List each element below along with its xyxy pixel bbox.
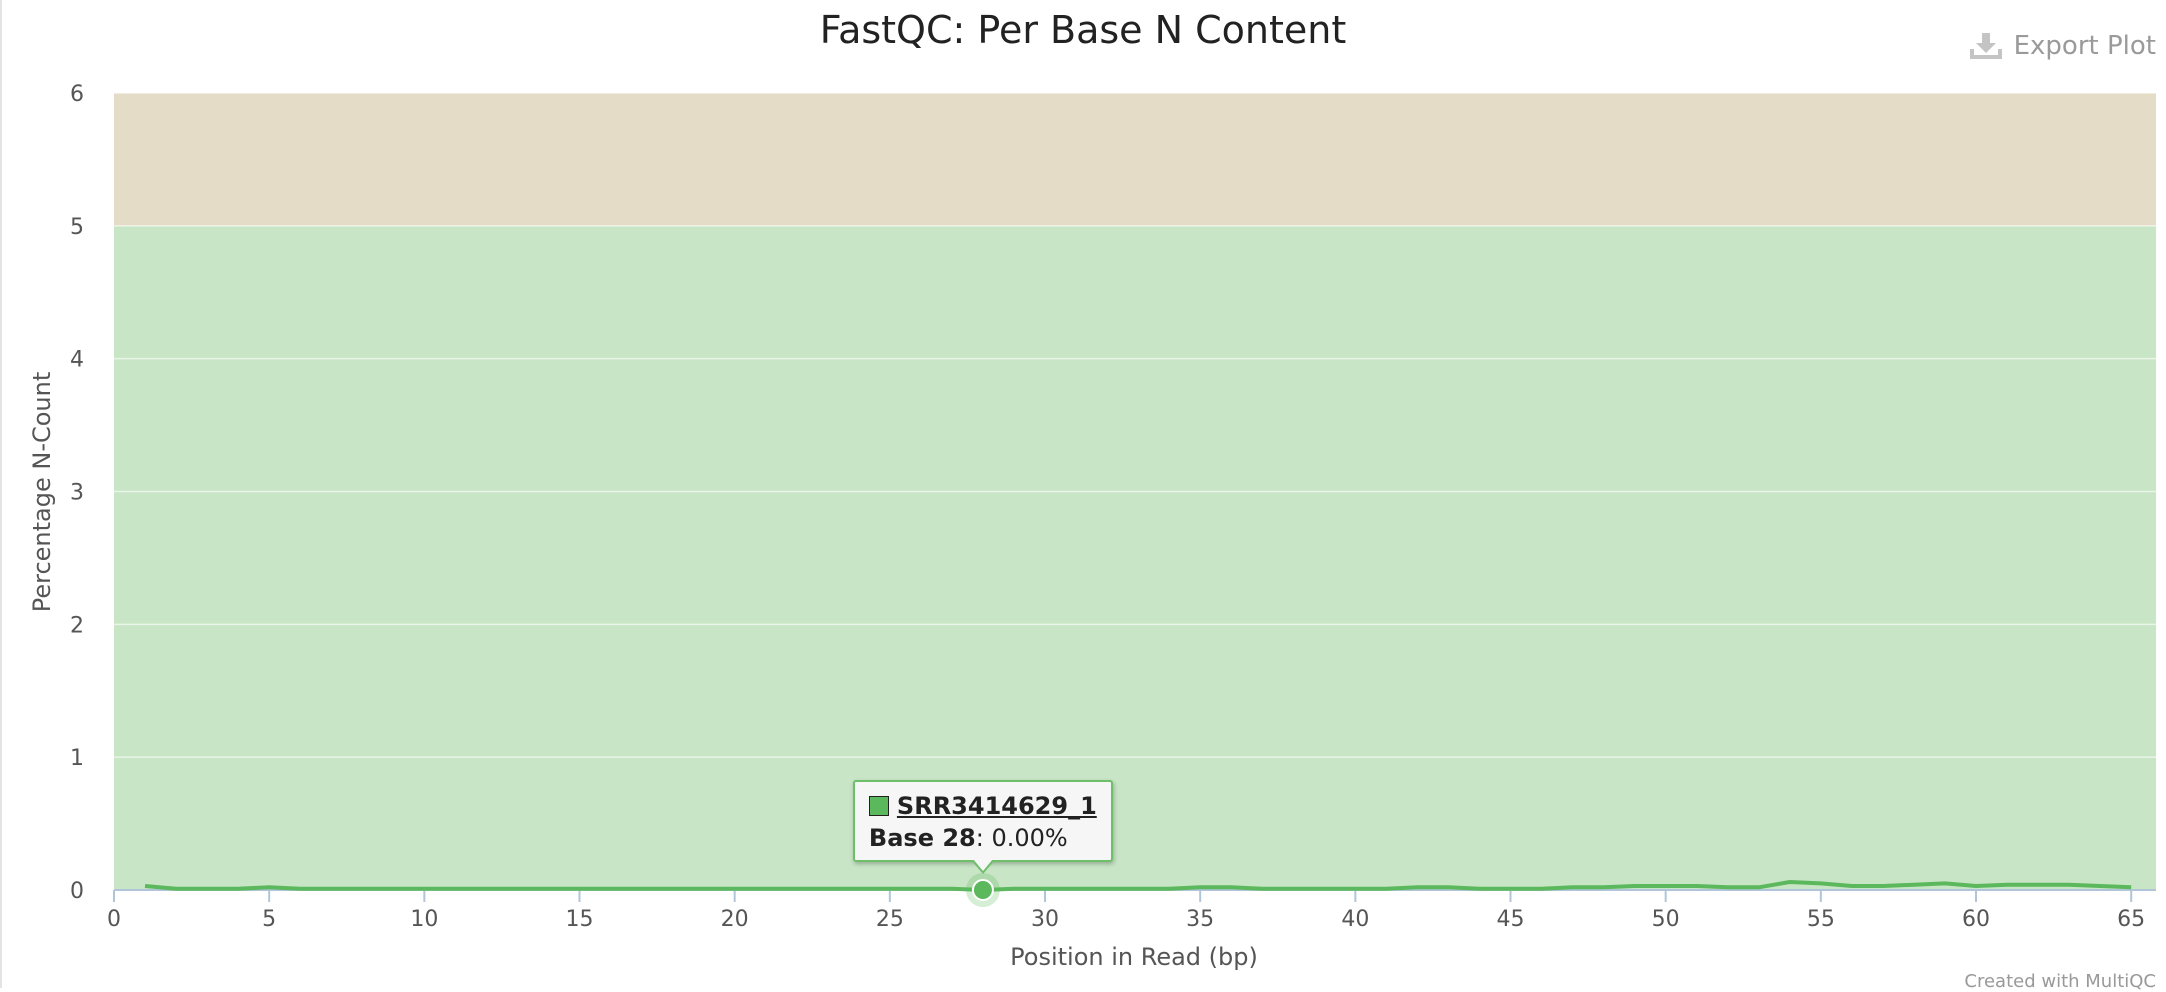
y-tick-label: 0 <box>70 879 84 904</box>
y-tick-label: 2 <box>70 613 84 638</box>
y-tick-label: 1 <box>70 746 84 771</box>
x-tick-label: 20 <box>721 907 749 932</box>
x-tick-label: 55 <box>1807 907 1835 932</box>
x-tick-label: 45 <box>1497 907 1525 932</box>
x-axis-title: Position in Read (bp) <box>1010 943 1258 971</box>
x-tick-label: 40 <box>1341 907 1369 932</box>
x-tick-label: 50 <box>1652 907 1680 932</box>
data-tooltip: SRR3414629_1 Base 28: 0.00% <box>852 780 1113 874</box>
tooltip-base-label: Base 28 <box>868 824 976 852</box>
band-pass <box>114 225 2156 891</box>
tooltip-series-name: SRR3414629_1 <box>896 792 1097 820</box>
chart-title: FastQC: Per Base N Content <box>819 8 1347 52</box>
export-plot-button[interactable]: Export Plot <box>1968 26 2156 66</box>
x-tick-label: 30 <box>1031 907 1059 932</box>
x-tick-label: 25 <box>876 907 904 932</box>
x-tick-label: 0 <box>107 907 121 932</box>
band-warn <box>114 93 2156 226</box>
series-swatch <box>868 796 889 816</box>
y-tick-label: 6 <box>70 82 84 107</box>
y-tick-label: 4 <box>70 348 84 373</box>
export-plot-label: Export Plot <box>2013 31 2156 61</box>
x-tick-label: 35 <box>1186 907 1214 932</box>
y-axis-title: Percentage N-Count <box>28 372 56 613</box>
tooltip-value: : 0.00% <box>975 824 1068 852</box>
y-tick-label: 3 <box>70 481 84 506</box>
x-tick-label: 5 <box>262 907 276 932</box>
left-border <box>0 0 2 988</box>
y-tick-label: 5 <box>70 215 84 240</box>
download-icon <box>1968 31 2004 61</box>
hover-point <box>971 879 994 901</box>
x-tick-label: 60 <box>1962 907 1990 932</box>
x-tick-label: 65 <box>2117 907 2145 932</box>
x-tick-label: 15 <box>566 907 594 932</box>
x-tick-label: 10 <box>410 907 438 932</box>
multiqc-credit: Created with MultiQC <box>1964 971 2156 992</box>
series-line <box>144 880 2132 892</box>
